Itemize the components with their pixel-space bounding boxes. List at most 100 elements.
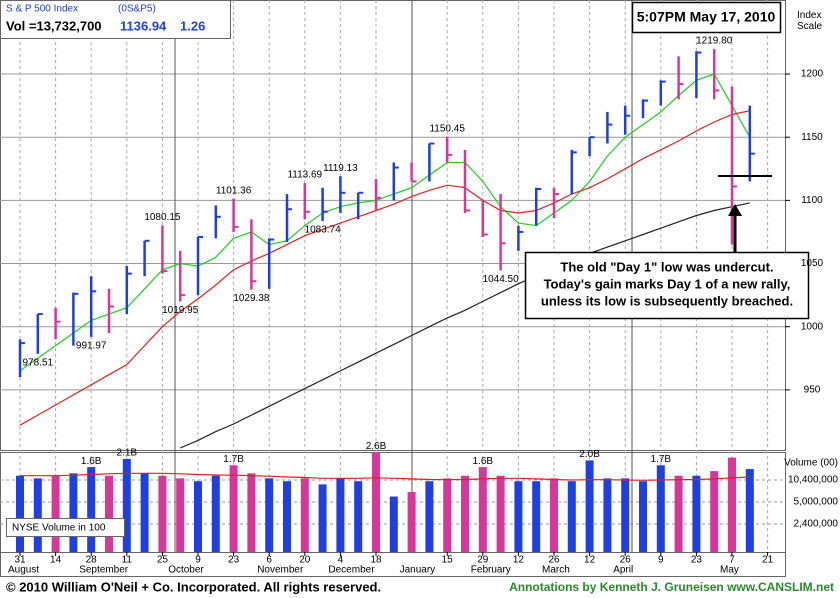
x-tick-label: 9 [195, 555, 201, 566]
low-label: 1029.38 [233, 293, 270, 304]
low-label: 978.51 [23, 357, 54, 368]
volume-bar [639, 481, 647, 552]
volume-label: 2.1B [117, 448, 138, 459]
month-label: January [400, 565, 436, 576]
volume-label: 1.6B [473, 456, 494, 467]
y-tick-label: 1100 [801, 195, 823, 206]
volume-bar [51, 475, 60, 552]
y2-tick-label: 10,400,000 [788, 475, 838, 486]
month-label: August [8, 565, 39, 576]
x-tick-label: 15 [442, 555, 454, 566]
volume-bar [229, 465, 238, 552]
y2-tick-label: 5,000,000 [794, 497, 839, 508]
x-tick-label: 7 [729, 555, 735, 566]
volume-bar [300, 478, 309, 552]
moving-average [19, 110, 750, 426]
x-tick-label: 11 [122, 555, 133, 566]
volume-bar [496, 475, 505, 552]
month-label: October [168, 565, 204, 576]
volume-note: NYSE Volume in 100 [12, 523, 106, 534]
volume-bar [478, 467, 487, 552]
price-panel [0, 0, 786, 451]
y-tick-label: 1200 [801, 69, 824, 80]
moving-average [19, 73, 751, 372]
volume-bar [656, 465, 665, 552]
x-tick-label: 12 [513, 555, 525, 566]
volume-bar [372, 452, 380, 552]
volume-bar [514, 481, 523, 552]
moving-average [179, 202, 750, 449]
month-label: March [542, 565, 570, 576]
volume-bar [140, 473, 149, 552]
month-label: September [79, 565, 129, 576]
x-tick-label: 26 [548, 555, 560, 566]
x-tick-label: 20 [299, 555, 311, 566]
timestamp: 5:07PM May 17, 2010 [637, 9, 776, 25]
x-tick-label: 23 [228, 555, 240, 566]
volume-bar [265, 478, 274, 552]
volume-text: Vol =13,732,700 [6, 18, 102, 33]
volume-bar [33, 478, 42, 552]
volume-bar [389, 496, 398, 552]
callout-line: Today's gain marks Day 1 of a new rally, [544, 276, 791, 291]
volume-bar [336, 478, 345, 552]
x-tick-label: 26 [620, 555, 632, 566]
marks [16, 49, 755, 552]
low-label: 1044.50 [483, 274, 520, 285]
month-label: December [328, 565, 375, 576]
volume-label: 2.6B [366, 441, 387, 452]
last-price: 1136.94 [120, 18, 167, 33]
volume-bar [211, 475, 220, 552]
symbol: (0S&P5) [118, 4, 156, 15]
volume-bar [105, 475, 113, 552]
volume-bar [550, 478, 558, 552]
high-label: 1113.69 [287, 170, 322, 181]
volume-bar [247, 473, 256, 552]
month-label: November [257, 565, 304, 576]
y-axis-title: Index Scale [797, 10, 823, 32]
volume-bar [532, 481, 541, 552]
x-tick-label: 23 [691, 555, 703, 566]
x-tick-label: 4 [338, 555, 344, 566]
volume-bar [585, 460, 594, 552]
volume-bar [461, 475, 469, 552]
volume-bar [692, 475, 701, 552]
month-label: April [613, 565, 633, 576]
callout-line: The old "Day 1" low was undercut. [560, 259, 773, 274]
x-tick-label: 18 [370, 555, 382, 566]
high-label: 1219.80 [696, 36, 733, 47]
volume-bar [443, 478, 452, 552]
volume-bar [318, 484, 327, 552]
volume-bar [621, 478, 630, 552]
timestamp-box [631, 1, 782, 34]
date-axis [0, 552, 786, 577]
high-label: 1101.36 [216, 185, 252, 196]
low-label: 991.97 [76, 340, 107, 351]
callout-line: unless its low is subsequently breached. [541, 293, 793, 308]
credit: Annotations by Kenneth J. Gruneisen www.… [509, 580, 834, 594]
volume-label: 1.7B [223, 454, 244, 465]
volume-bar [567, 481, 576, 552]
y-tick-label: 1000 [801, 321, 824, 332]
low-label: 1083.74 [305, 225, 342, 236]
copyright: © 2010 William O'Neil + Co. Incorporated… [6, 579, 381, 594]
volume-bar [69, 473, 78, 552]
low-label: 1019.95 [162, 305, 199, 316]
volume-bar [158, 475, 167, 552]
x-tick-label: 6 [266, 555, 272, 566]
header-box [0, 0, 231, 39]
volume-bar [122, 458, 131, 552]
y2-tick-label: 2,400,000 [794, 519, 839, 530]
volume-bar [728, 457, 736, 552]
volume-note-box [6, 518, 125, 537]
volume-bar [176, 478, 185, 552]
volume-average [20, 472, 750, 481]
x-tick-label: 25 [157, 555, 169, 566]
callout-box [524, 251, 810, 320]
volume-bar [16, 475, 24, 552]
volume-bar [425, 481, 434, 552]
x-tick-label: 28 [86, 555, 98, 566]
volume-axis-title: Volume (00) [784, 458, 838, 469]
